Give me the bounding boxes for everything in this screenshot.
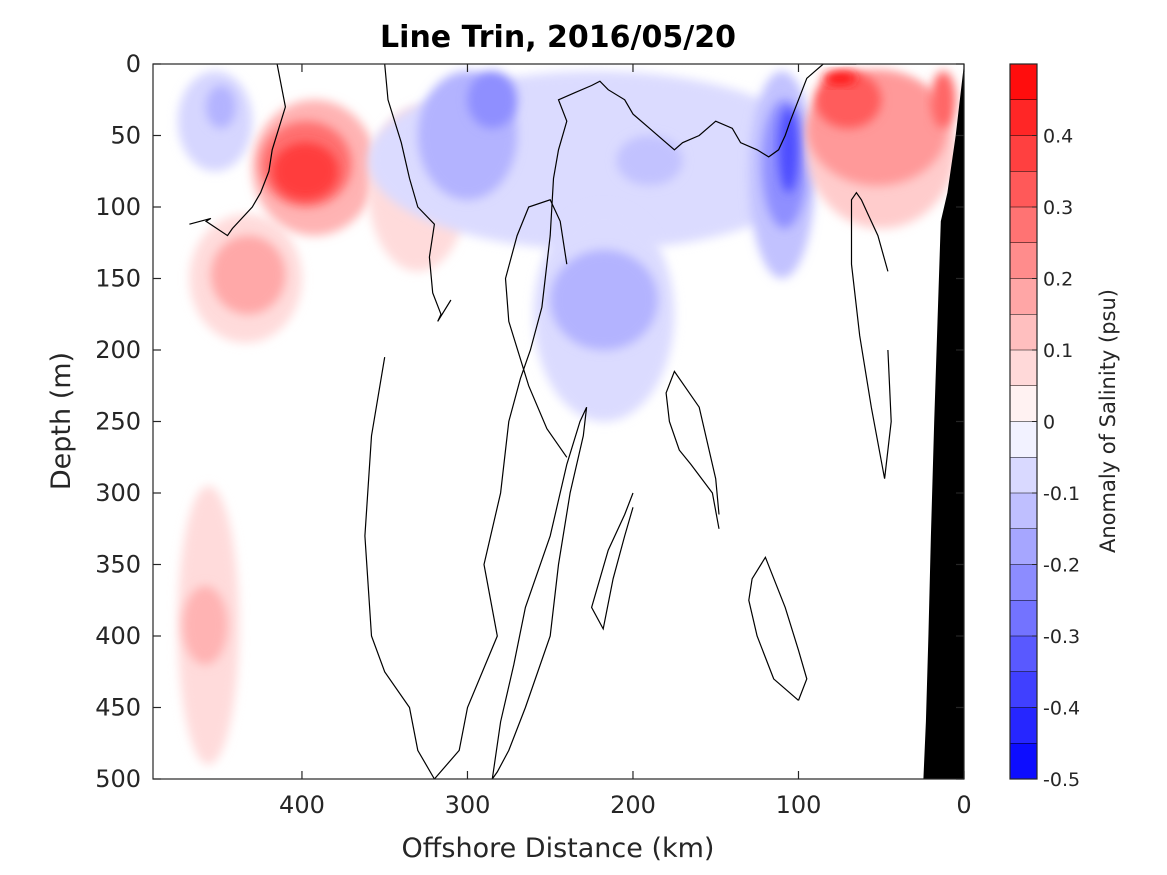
- x-tick-label: 300: [445, 791, 491, 819]
- x-tick-label: 200: [610, 791, 656, 819]
- colorbar-segment: [1010, 636, 1037, 672]
- y-tick-label: 450: [95, 694, 141, 722]
- colorbar-segment: [1010, 314, 1037, 350]
- zero-contours: [189, 64, 892, 779]
- colorbar-segment: [1010, 350, 1037, 386]
- anomaly-region: [823, 71, 857, 86]
- anomaly-region: [272, 142, 339, 200]
- colorbar-label: Anomaly of Salinity (psu): [1096, 289, 1120, 553]
- zero-contour-line: [364, 64, 857, 779]
- colorbar-segment: [1010, 207, 1037, 243]
- colorbar-segment: [1010, 64, 1037, 100]
- anomaly-region: [930, 71, 956, 129]
- x-axis: 400 300 200 100 0: [279, 64, 972, 819]
- colorbar-segment: [1010, 421, 1037, 458]
- anomaly-region: [815, 71, 882, 129]
- y-tick-label: 50: [110, 122, 141, 150]
- colorbar-tick-label: 0.3: [1043, 197, 1073, 219]
- anomaly-region: [616, 135, 683, 186]
- y-tick-label: 500: [95, 765, 141, 793]
- x-axis-label: Offshore Distance (km): [402, 833, 715, 864]
- colorbar-segment: [1010, 743, 1037, 779]
- anomaly-region: [210, 235, 286, 315]
- colorbar-segment: [1010, 528, 1037, 565]
- colorbar-segment: [1010, 600, 1037, 636]
- colorbar-tick-label: -0.2: [1043, 555, 1080, 577]
- zero-contour-line: [590, 492, 634, 631]
- colorbar-tick-label: 0: [1043, 412, 1055, 434]
- zero-contour-line: [384, 64, 452, 322]
- colorbar-segment: [1010, 171, 1037, 207]
- colorbar-tick-label: 0.1: [1043, 340, 1073, 362]
- x-tick-label: 100: [776, 791, 822, 819]
- y-tick-label: 150: [95, 265, 141, 293]
- zero-contour-line: [748, 555, 808, 701]
- x-tick-label: 400: [279, 791, 325, 819]
- anomaly-region: [182, 585, 228, 665]
- colorbar-segment: [1010, 99, 1037, 136]
- colorbar-segment: [1010, 564, 1037, 601]
- colorbar-tick-label: -0.1: [1043, 483, 1080, 505]
- y-tick-label: 300: [95, 479, 141, 507]
- colorbar-segment: [1010, 493, 1037, 529]
- colorbar-segment: [1010, 278, 1037, 315]
- anomaly-region: [205, 85, 236, 129]
- y-tick-label: 400: [95, 622, 141, 650]
- colorbar-segment: [1010, 242, 1037, 279]
- y-tick-label: 0: [126, 50, 141, 78]
- colorbar-segment: [1010, 385, 1037, 422]
- y-tick-label: 350: [95, 551, 141, 579]
- y-tick-label: 250: [95, 408, 141, 436]
- anomaly-region: [550, 249, 658, 350]
- zero-contour-line: [504, 199, 568, 458]
- chart-title: Line Trin, 2016/05/20: [380, 20, 736, 55]
- colorbar-tick-label: -0.4: [1043, 698, 1080, 720]
- colorbar-segment: [1010, 135, 1037, 172]
- y-tick-label: 200: [95, 336, 141, 364]
- anomaly-region: [778, 106, 799, 193]
- colorbar: -0.5 -0.4 -0.3 -0.2 -0.1 0 0.1 0.2 0.3 0.4: [1009, 63, 1080, 791]
- colorbar-segment: [1010, 457, 1037, 493]
- x-tick-label: 0: [956, 791, 971, 819]
- y-axis-label: Depth (m): [46, 352, 77, 490]
- colorbar-tick-label: -0.3: [1043, 626, 1080, 648]
- colorbar-segment: [1010, 671, 1037, 708]
- zero-contour-line: [850, 191, 892, 479]
- anomaly-region: [467, 71, 518, 129]
- zero-contour-line: [189, 64, 287, 237]
- anomaly-field: [177, 71, 956, 765]
- plot-area: 400 300 200 100 0 0 50 100 150 200 250 300 350 400 45…: [95, 50, 971, 819]
- zero-contour-line: [491, 406, 588, 779]
- y-tick-label: 100: [95, 193, 141, 221]
- colorbar-segment: [1010, 707, 1037, 744]
- colorbar-tick-label: 0.4: [1043, 126, 1073, 148]
- colorbar-tick-label: 0.2: [1043, 269, 1073, 291]
- zero-contour-line: [665, 370, 720, 529]
- continental-slope-bathymetry: [923, 64, 964, 779]
- colorbar-tick-label: -0.5: [1043, 769, 1080, 791]
- y-axis: 0 50 100 150 200 250 300 350 400 450 500: [95, 50, 964, 793]
